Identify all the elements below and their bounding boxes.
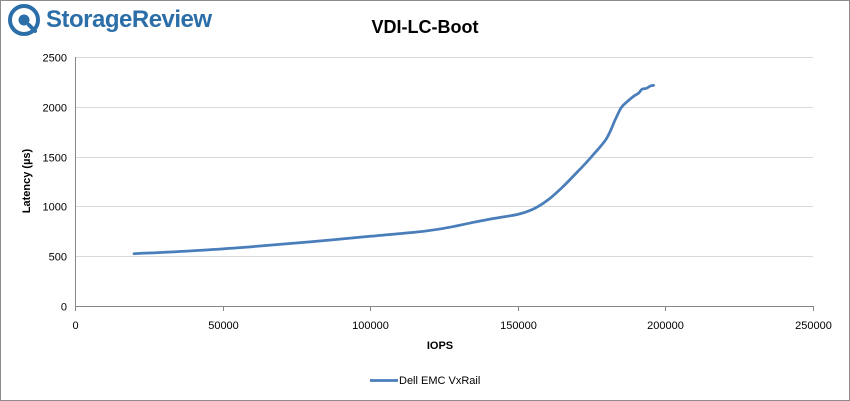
y-tick-label: 0 <box>61 302 67 314</box>
storagereview-logo: StorageReview <box>8 4 212 36</box>
x-tick-label: 200000 <box>647 320 684 332</box>
series-layer <box>132 84 655 256</box>
y-axis-title: Latency (µs) <box>21 148 33 213</box>
axes <box>75 57 814 311</box>
x-tick-label: 100000 <box>352 320 389 332</box>
y-tick-label: 500 <box>49 252 67 264</box>
y-tick-label: 2500 <box>43 53 67 65</box>
y-tick-label: 1000 <box>43 202 67 214</box>
chart-title: VDI-LC-Boot <box>372 17 479 37</box>
legend-label: Dell EMC VxRail <box>399 375 480 387</box>
logo-text: StorageReview <box>46 6 212 33</box>
x-axis-title: IOPS <box>427 340 453 352</box>
tick-labels: 0 500 1000 1500 2000 2500 0 50000 100000 150000 20… <box>43 53 832 333</box>
storagereview-logo-icon <box>8 4 40 36</box>
series-line <box>132 84 655 256</box>
x-tick-label: 250000 <box>795 320 832 332</box>
y-tick-label: 2000 <box>43 103 67 115</box>
x-tick-label: 0 <box>72 320 78 332</box>
x-tick-label: 50000 <box>208 320 239 332</box>
y-tick-label: 1500 <box>43 153 67 165</box>
x-tick-label: 150000 <box>500 320 537 332</box>
gridlines <box>75 57 813 257</box>
legend: Dell EMC VxRail <box>370 375 480 387</box>
